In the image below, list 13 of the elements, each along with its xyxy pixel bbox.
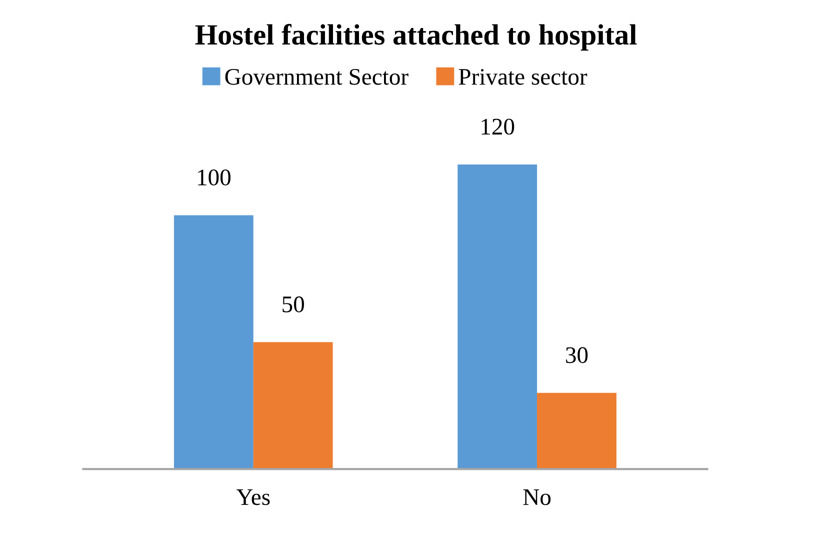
data-label: 100 (198, 170, 230, 186)
chart-title: Hostel facilities attached to hospital (195, 24, 637, 51)
x-tick-label: No (523, 489, 551, 506)
data-label: 120 (482, 118, 514, 135)
data-label: 30 (566, 347, 588, 364)
x-tick-label: Yes (236, 489, 270, 506)
legend-label: Private sector (458, 68, 588, 85)
bar (253, 342, 333, 470)
bar (458, 164, 538, 470)
bar (537, 392, 616, 470)
legend-label: Government Sector (225, 68, 408, 85)
bar (174, 215, 254, 470)
data-label: 50 (282, 296, 304, 312)
